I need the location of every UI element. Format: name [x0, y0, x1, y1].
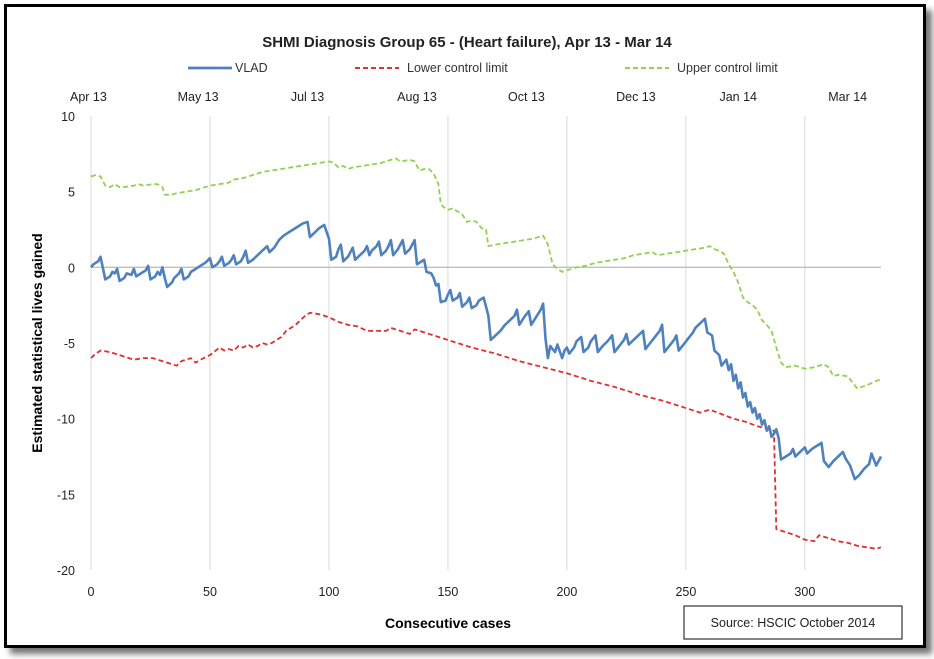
source-annotation: Source: HSCIC October 2014 — [711, 616, 876, 630]
x-tick-label: 100 — [319, 585, 340, 599]
series-line-vlad — [89, 220, 883, 481]
x-tick-label: 200 — [556, 585, 577, 599]
grid — [90, 116, 806, 570]
y-tick-label: -10 — [57, 413, 75, 427]
y-tick-label: -5 — [64, 337, 75, 351]
series-layer — [89, 157, 883, 550]
date-tick-label: Jul 13 — [291, 90, 324, 104]
y-tick-label: 10 — [61, 110, 75, 124]
chart-title: SHMI Diagnosis Group 65 - (Heart failure… — [262, 34, 672, 51]
series-line-lower-control-limit — [90, 311, 882, 550]
y-tick-label: -15 — [57, 488, 75, 502]
x-tick-label: 50 — [203, 585, 217, 599]
date-tick-label: Aug 13 — [397, 90, 437, 104]
y-axis-title: Estimated statistical lives gained — [29, 233, 45, 452]
y-tick-label: 0 — [68, 261, 75, 275]
source-box — [683, 605, 903, 640]
x-tick-label: 250 — [675, 585, 696, 599]
x-tick-label: 150 — [437, 585, 458, 599]
date-tick-label: Oct 13 — [508, 90, 545, 104]
date-tick-label: Jan 14 — [719, 90, 757, 104]
y-tick-label: -20 — [57, 564, 75, 578]
chart-frame — [4, 4, 926, 648]
legend-label: Upper control limit — [677, 61, 778, 75]
legend-label: Lower control limit — [407, 61, 508, 75]
x-tick-label: 300 — [794, 585, 815, 599]
series-line-upper-control-limit — [90, 157, 882, 390]
date-tick-label: Mar 14 — [828, 90, 867, 104]
y-tick-label: 5 — [68, 186, 75, 200]
legend: VLAD Lower control limit Upper control lim… — [188, 61, 778, 75]
date-tick-label: May 13 — [178, 90, 219, 104]
x-axis-title: Consecutive cases — [385, 615, 511, 631]
date-tick-label: Dec 13 — [616, 90, 656, 104]
x-tick-label: 0 — [88, 585, 95, 599]
date-tick-label: Apr 13 — [70, 90, 107, 104]
legend-label: VLAD — [235, 61, 268, 75]
